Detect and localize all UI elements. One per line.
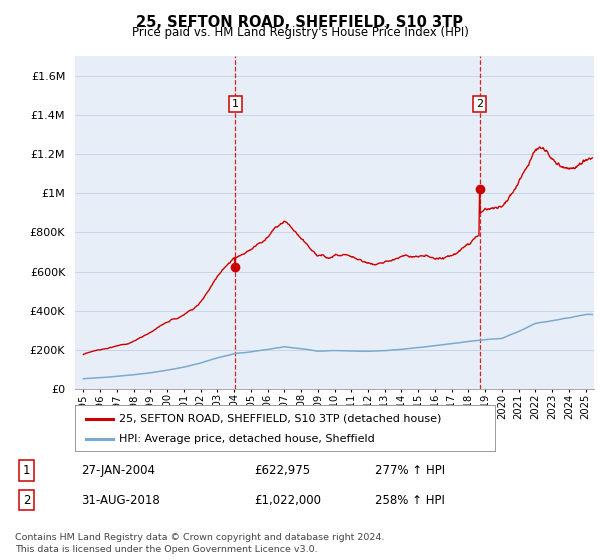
Text: Contains HM Land Registry data © Crown copyright and database right 2024.: Contains HM Land Registry data © Crown c… xyxy=(15,533,385,542)
Text: 25, SEFTON ROAD, SHEFFIELD, S10 3TP (detached house): 25, SEFTON ROAD, SHEFFIELD, S10 3TP (det… xyxy=(119,414,442,424)
Text: 2: 2 xyxy=(476,99,483,109)
Text: HPI: Average price, detached house, Sheffield: HPI: Average price, detached house, Shef… xyxy=(119,435,375,444)
Text: 277% ↑ HPI: 277% ↑ HPI xyxy=(375,464,445,477)
Text: 1: 1 xyxy=(232,99,239,109)
Text: Price paid vs. HM Land Registry's House Price Index (HPI): Price paid vs. HM Land Registry's House … xyxy=(131,26,469,39)
Text: 1: 1 xyxy=(23,464,30,477)
Text: 27-JAN-2004: 27-JAN-2004 xyxy=(81,464,155,477)
Text: This data is licensed under the Open Government Licence v3.0.: This data is licensed under the Open Gov… xyxy=(15,545,317,554)
Text: £1,022,000: £1,022,000 xyxy=(254,493,321,507)
Text: 25, SEFTON ROAD, SHEFFIELD, S10 3TP: 25, SEFTON ROAD, SHEFFIELD, S10 3TP xyxy=(137,15,464,30)
Text: 31-AUG-2018: 31-AUG-2018 xyxy=(81,493,160,507)
Text: 258% ↑ HPI: 258% ↑ HPI xyxy=(375,493,445,507)
Text: £622,975: £622,975 xyxy=(254,464,310,477)
Text: 2: 2 xyxy=(23,493,30,507)
